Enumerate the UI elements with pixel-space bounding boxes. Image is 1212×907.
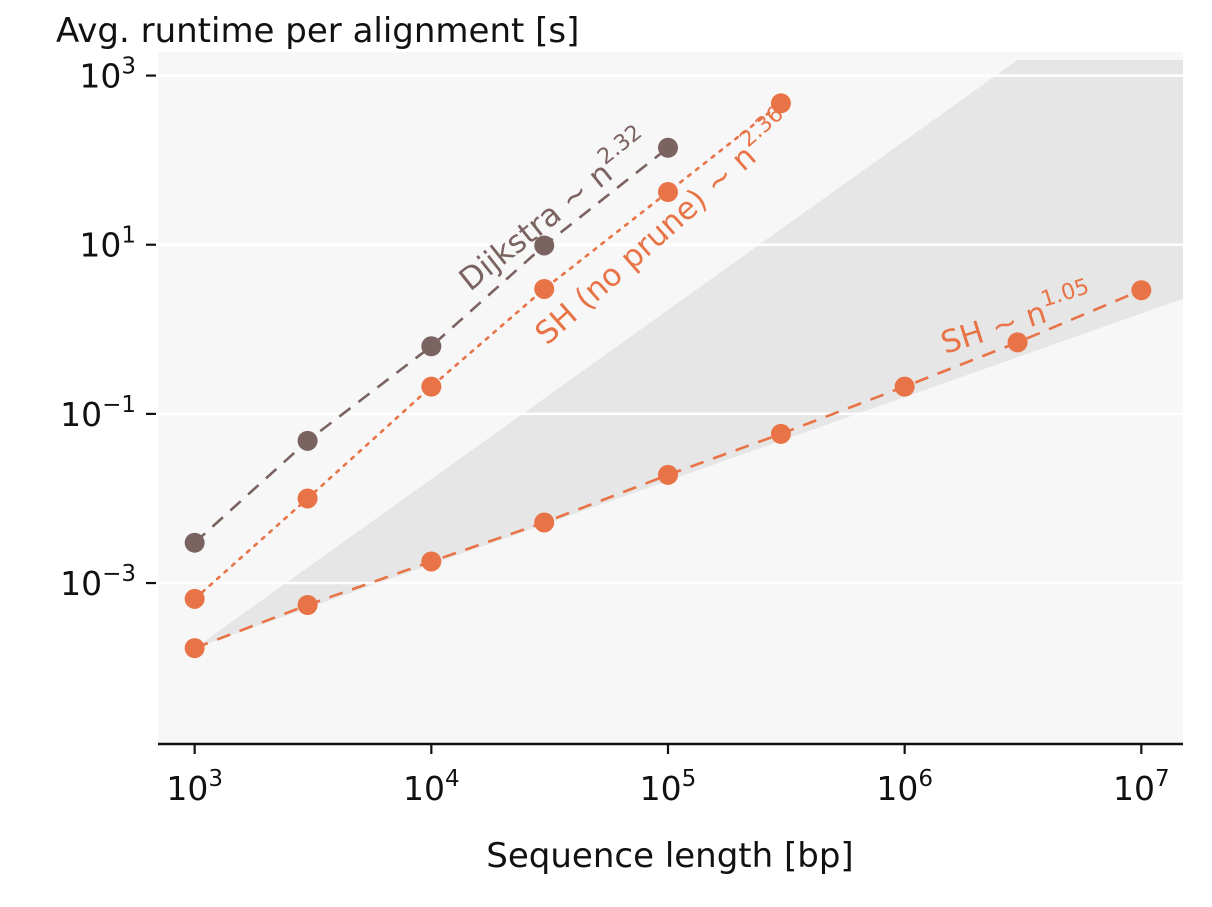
dijkstra-line (193, 146, 669, 544)
sh-no-prune-point (184, 588, 205, 609)
dijkstra-point (297, 430, 318, 451)
dijkstra-point (534, 235, 555, 256)
x-tick-label: 103 (166, 766, 223, 808)
y-tick-label: 10−3 (60, 561, 136, 603)
sh-no-prune-point (297, 488, 318, 509)
x-tick-label: 106 (876, 766, 933, 808)
dijkstra-point (657, 137, 678, 158)
sh-no-prune-point (657, 182, 678, 203)
dijkstra-point (421, 336, 442, 357)
x-axis-title: Sequence length [bp] (486, 836, 853, 876)
sh-no-prune-line (193, 102, 783, 601)
y-tick-label: 101 (79, 223, 136, 265)
sh-no-prune-point (534, 278, 555, 299)
x-tick-label: 107 (1113, 766, 1170, 808)
y-axis: 10−3 10−1 101 103 (60, 54, 156, 603)
dijkstra-point (184, 532, 205, 553)
sh-point (184, 638, 205, 659)
plot-area (158, 52, 1183, 744)
sh-point (534, 512, 555, 533)
sh-point (1007, 332, 1028, 353)
x-tick-label: 105 (640, 766, 697, 808)
sh-point (1131, 280, 1152, 301)
sh-point (770, 423, 791, 444)
y-tick-label: 103 (79, 54, 136, 96)
series-layer (184, 93, 1152, 659)
x-tick-label: 104 (403, 766, 460, 808)
y-axis-title: Avg. runtime per alignment [s] (56, 11, 579, 51)
x-axis: 103 104 105 106 107 (158, 742, 1183, 808)
quadratic-region (194, 60, 1183, 649)
sh-no-prune-point (770, 93, 791, 114)
sh-point (297, 595, 318, 616)
sh-point (894, 376, 915, 397)
y-tick-label: 10−1 (60, 392, 136, 434)
sh-point (421, 551, 442, 572)
sh-no-prune-point (421, 376, 442, 397)
sh-point (657, 464, 678, 485)
